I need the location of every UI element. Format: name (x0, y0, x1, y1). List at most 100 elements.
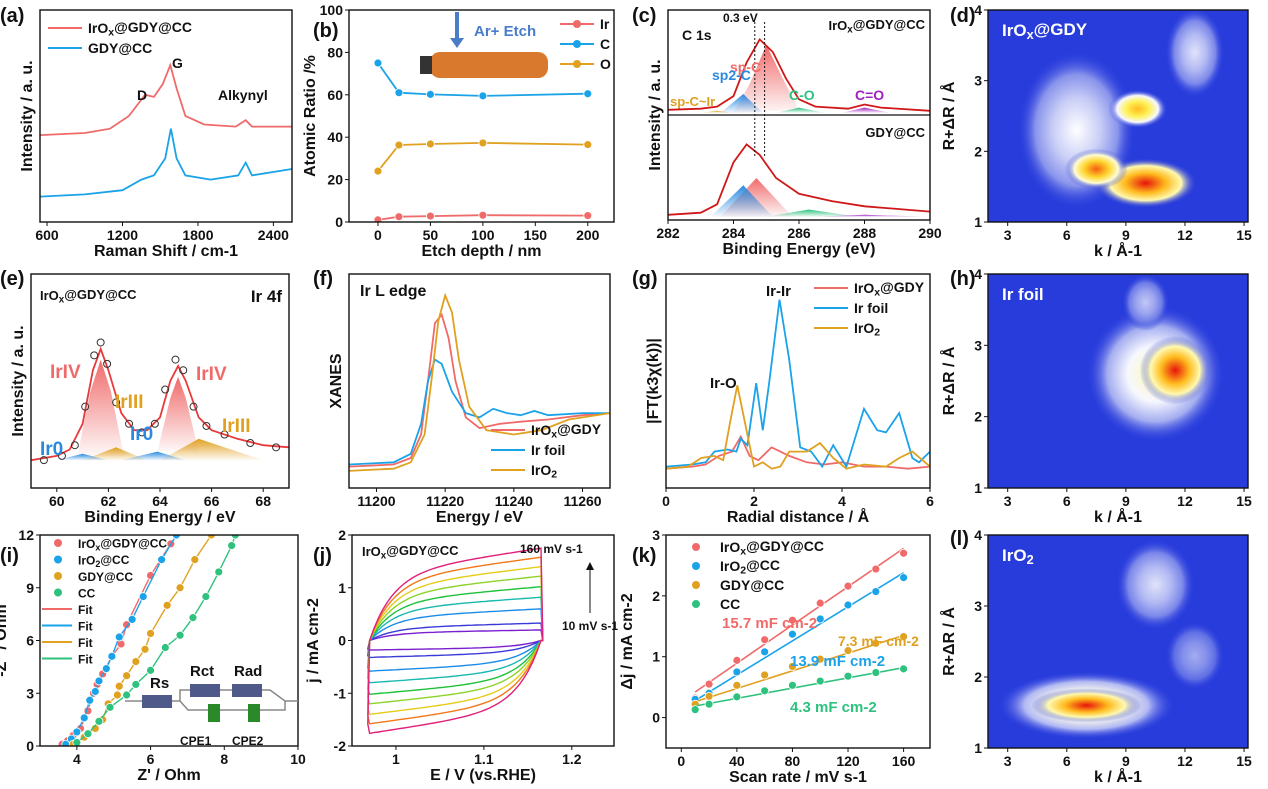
y-tick-label: 80 (327, 44, 343, 60)
data-point (131, 680, 141, 689)
series-line (349, 358, 610, 466)
data-point (214, 567, 224, 577)
y-axis-label: R+ΔR / Å (939, 607, 958, 676)
data-point (101, 664, 111, 674)
x-tick-label: 286 (787, 225, 811, 241)
data-point (206, 535, 216, 540)
data-point (85, 695, 95, 705)
y-tick-label: 3 (26, 685, 34, 701)
legend-marker-swatch (692, 600, 700, 608)
data-point (843, 671, 853, 681)
data-point (150, 419, 159, 428)
series-line (349, 312, 610, 468)
legend-marker-swatch (54, 539, 62, 547)
plot-area (988, 10, 1248, 222)
x-tick-label: 200 (576, 227, 600, 243)
heatmap-title: IrO2 (1002, 546, 1034, 567)
x-tick-label: 3 (1004, 227, 1012, 243)
panel-label: (d) (950, 5, 976, 27)
x-tick-label: 2400 (258, 227, 289, 243)
data-point (201, 592, 211, 601)
data-point (871, 638, 881, 648)
data-point (220, 430, 229, 439)
y-axis-label: Atomic Ratio /% (302, 55, 319, 177)
annotation: C=O (855, 87, 884, 103)
x-tick-label: 12 (1177, 227, 1193, 243)
legend-marker-swatch (573, 60, 581, 68)
x-axis-label: k / Å-1 (1094, 241, 1142, 260)
x-tick-label: 290 (918, 225, 942, 241)
panel-label: (c) (632, 5, 656, 27)
capacitor-icon (248, 704, 260, 722)
data-point (131, 657, 141, 666)
plot-area (349, 292, 610, 472)
y-tick-label: 2 (974, 143, 982, 159)
y-tick-label: 1 (652, 649, 660, 665)
data-point (125, 419, 134, 428)
data-point (732, 655, 742, 665)
panel-label: (i) (0, 545, 19, 567)
data-point (188, 613, 198, 623)
x-tick-label: 12 (1177, 493, 1193, 509)
x-tick-label: 4 (73, 751, 81, 767)
annotation: Ir L edge (360, 283, 426, 300)
heatmap-peak (1165, 10, 1225, 98)
y-tick-label: 12 (18, 527, 34, 543)
fit-component-area (776, 107, 826, 113)
panel-label: (e) (0, 268, 24, 290)
data-point (72, 738, 82, 746)
fiber-end (420, 56, 432, 74)
y-tick-label: 0 (26, 738, 34, 754)
data-point (373, 58, 383, 68)
y-axis-label: j / mA cm-2 (305, 598, 322, 684)
cv-loop (367, 547, 544, 735)
axes-frame (348, 273, 611, 489)
data-point (179, 366, 188, 375)
data-point (114, 632, 124, 642)
annotation: sp2-C (712, 67, 751, 83)
data-point (272, 443, 281, 452)
annotation: 7.3 mF cm-2 (838, 633, 919, 649)
fit-line (695, 666, 904, 707)
data-point (788, 629, 797, 639)
x-tick-label: 600 (35, 227, 59, 243)
legend-item: Fit (42, 603, 93, 617)
legend-item: Ir foil (491, 442, 565, 458)
x-tick-label: 6 (1063, 493, 1071, 509)
legend-label: IrOx@GDY@CC (720, 538, 824, 558)
data-point (899, 664, 908, 674)
cv-loop (367, 622, 544, 659)
x-tick-label: 9 (1122, 493, 1130, 509)
annotation: Rad (234, 663, 262, 680)
x-tick-label: 284 (722, 225, 746, 241)
legend-item: IrO2 (814, 320, 880, 339)
data-point (122, 690, 132, 700)
y-tick-label: 4 (974, 527, 982, 543)
x-tick-label: 15 (1236, 227, 1252, 243)
y-tick-label: 0 (338, 633, 346, 649)
data-point (94, 676, 104, 686)
x-tick-label: 4 (838, 493, 846, 509)
fit-component-area (56, 453, 109, 461)
fit-line (694, 572, 905, 702)
x-tick-label: 9 (1122, 753, 1130, 769)
y-tick-label: 6 (26, 633, 34, 649)
legend-label: O (600, 56, 611, 72)
nanofiber-illustration (430, 52, 548, 78)
data-point (90, 351, 99, 360)
plot-area (666, 299, 930, 470)
x-tick-label: 11220 (426, 493, 464, 509)
legend-item: O (560, 56, 611, 72)
data-point (190, 555, 200, 565)
x-tick-label: 3 (1004, 493, 1012, 509)
legend-label: Fit (78, 603, 93, 617)
axes-frame (987, 273, 1249, 489)
x-tick-label: 12 (1177, 753, 1193, 769)
legend-label: IrOx@GDY@CC (88, 19, 192, 39)
fit-component-area (77, 359, 124, 456)
x-tick-label: 6 (147, 751, 155, 767)
data-point (146, 629, 155, 638)
y-axis-label: XANES (328, 353, 345, 408)
